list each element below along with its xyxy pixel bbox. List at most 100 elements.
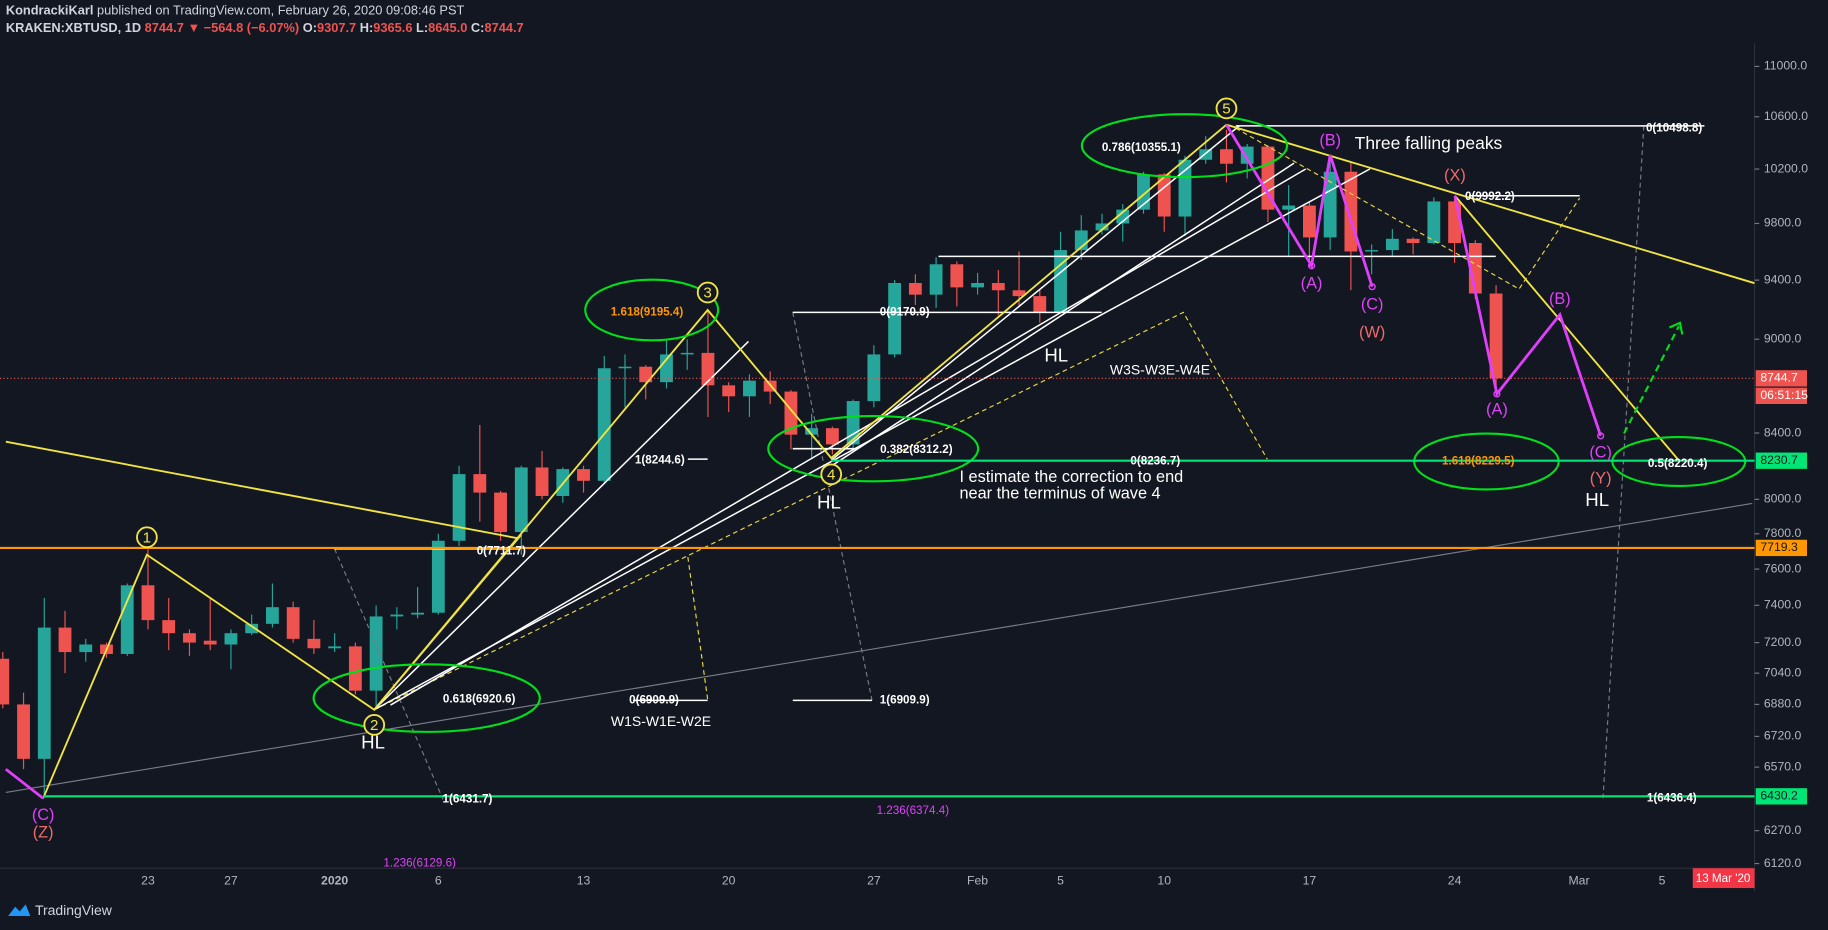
candle-body <box>722 385 736 397</box>
ohlc-key: C: <box>471 21 485 36</box>
y-tick-label: 9800.0 <box>1764 216 1802 230</box>
annotation: 0(6909.9) <box>629 693 679 706</box>
time-tag-box <box>1692 868 1755 889</box>
trend-line <box>1454 195 1680 461</box>
annotation: HL <box>1044 345 1068 366</box>
ohlc-value: 9307.7 <box>317 21 356 36</box>
candle-body <box>1365 250 1379 252</box>
annotation: (A) <box>1301 275 1323 293</box>
y-tick-label: 6120.0 <box>1764 856 1802 870</box>
header-line: KondrackiKarl published on TradingView.c… <box>6 3 465 18</box>
magenta-lines <box>4 123 1605 800</box>
candle-body <box>1448 201 1462 244</box>
candle-body <box>743 380 756 397</box>
ellipse <box>1080 113 1289 179</box>
candle-body <box>120 585 134 654</box>
wave-circle <box>1215 97 1238 120</box>
candle-body <box>784 391 798 435</box>
candle-body <box>1012 290 1026 297</box>
arrow-head <box>1669 321 1684 335</box>
annotation: near the terminus of wave 4 <box>959 484 1160 502</box>
candles <box>0 129 1503 797</box>
annotation: 0.382(8312.2) <box>880 443 953 456</box>
x-tick-label: 10 <box>1157 873 1171 887</box>
annotation: (W) <box>1359 324 1385 342</box>
y-tick-label: 9400.0 <box>1764 272 1802 286</box>
candle-body <box>680 352 694 355</box>
ohlc-key: H: <box>360 21 374 36</box>
candle-body <box>494 492 507 533</box>
x-tick-label: 13 <box>577 873 591 887</box>
wave-circle <box>363 714 386 736</box>
candle-body <box>1199 149 1213 160</box>
annotation: W3S-W3E-W4E <box>1110 361 1210 377</box>
annotation: 0(7711.7) <box>477 544 526 557</box>
y-tick-label: 7200.0 <box>1764 635 1802 649</box>
candle-body <box>805 428 819 435</box>
candle-body <box>162 620 176 634</box>
wave-circle <box>696 281 719 304</box>
trend-line <box>830 162 1295 467</box>
price-tag-label: 8230.7 <box>1760 453 1798 467</box>
published: published on TradingView.com, February 2… <box>97 3 465 18</box>
trend-line <box>373 340 749 711</box>
annotation: HL <box>1585 489 1609 510</box>
dashed-line <box>792 312 873 701</box>
vertex <box>1597 432 1605 440</box>
trend-line <box>830 125 1240 461</box>
candle-body <box>867 354 881 402</box>
candle-body <box>266 607 279 624</box>
y-tick-label: 10600.0 <box>1764 109 1808 123</box>
correction-line <box>4 768 44 800</box>
y-tick-label: 8400.0 <box>1764 425 1802 439</box>
annotation: (B) <box>1549 290 1571 308</box>
y-tick-label: 10200.0 <box>1764 161 1808 175</box>
y-tick-label: 7040.0 <box>1764 665 1802 679</box>
y-tick-label: 7400.0 <box>1764 598 1802 612</box>
candle-body <box>991 283 1005 291</box>
x-tick-label: 5 <box>1057 873 1064 887</box>
y-tick-label: 7800.0 <box>1764 526 1802 540</box>
candle-body <box>473 474 487 493</box>
price-tag-label: 6430.2 <box>1760 789 1798 803</box>
y-tick-label: 6270.0 <box>1764 823 1802 837</box>
candle-body <box>224 633 238 645</box>
symbol: KRAKEN:XBTUSD, 1D <box>6 21 141 36</box>
annotation: 1(6909.9) <box>880 693 930 706</box>
annotation: 1.236(6129.6) <box>383 857 456 870</box>
price-tag <box>1755 370 1808 387</box>
annotation: 0.786(10355.1) <box>1102 141 1181 154</box>
candle-body <box>929 264 943 295</box>
wave-label: 2 <box>370 717 378 734</box>
candle-body <box>1489 293 1503 379</box>
author: KondrackiKarl <box>6 3 94 18</box>
x-tick-label: Feb <box>967 873 988 887</box>
ellipse <box>584 278 720 342</box>
candle-body <box>888 283 902 355</box>
price-tag <box>1755 539 1808 557</box>
candle-body <box>1385 238 1399 251</box>
countdown: 06:51:15 <box>1760 388 1808 402</box>
correction-line <box>1453 195 1602 437</box>
candle-body <box>639 366 653 383</box>
candle-body <box>950 264 964 288</box>
plot-area: HLHLHLHL(C)(Z)(B)(A)(C)(W)(X)(B)(A)(C)(Y… <box>0 113 1755 870</box>
annotation: (C) <box>32 806 55 824</box>
price-tag-label: 8744.7 <box>1760 371 1798 385</box>
y-tick-label: 6720.0 <box>1764 729 1802 743</box>
candle-body <box>452 474 466 541</box>
change: ▼ −564.8 (−6.07%) <box>187 21 299 36</box>
wave-label: 5 <box>1222 101 1230 118</box>
countdown-tag <box>1755 387 1808 404</box>
annotation: 0.618(6920.6) <box>443 692 516 705</box>
x-tick-label: 2020 <box>321 873 348 887</box>
candle-body <box>17 704 30 759</box>
candle-body <box>58 627 72 653</box>
y-tick-label: 7600.0 <box>1764 561 1802 575</box>
ellipse <box>312 663 541 733</box>
annotation: HL <box>817 491 841 512</box>
candle-body <box>183 633 196 643</box>
candle-body <box>597 368 611 481</box>
